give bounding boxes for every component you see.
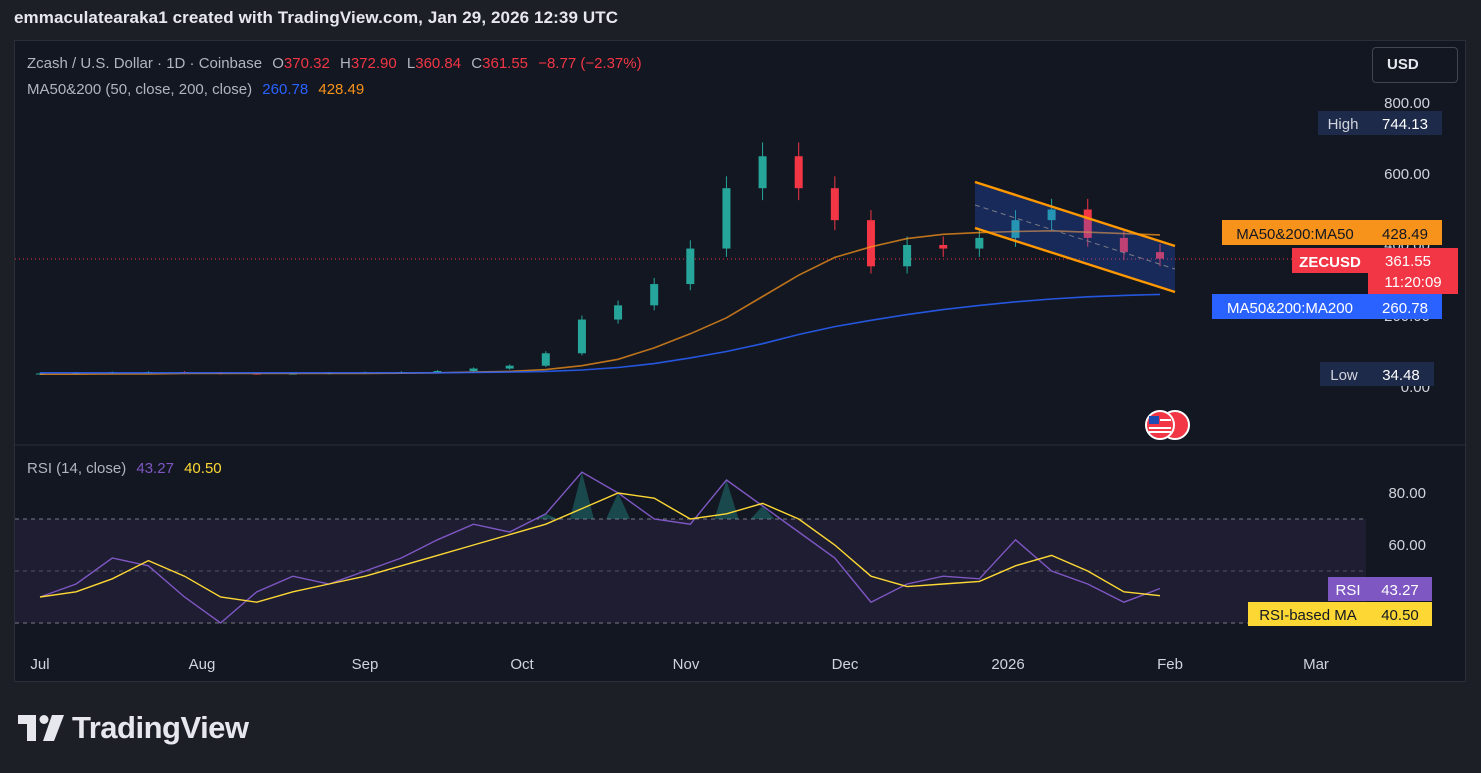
rsi-tick-label: 80.00 [1388,485,1426,502]
rsi-legend-label: RSI (14, close) [27,460,127,477]
currency-button[interactable]: USD [1372,47,1458,83]
tradingview-logo-text: TradingView [72,710,249,745]
candle-body [614,305,623,320]
price-badge: ZECUSD 361.55 11:20:09 [1292,248,1458,294]
time-tick-label: Feb [1157,656,1183,673]
us-event-flag-icon[interactable] [1145,410,1190,440]
high-value: 744.13 [1382,116,1428,133]
candle-body [1119,237,1128,253]
ma-legend[interactable]: MA50&200 (50, close, 200, close) 260.78 … [27,81,364,98]
candle-body [794,156,803,189]
rsi-legend[interactable]: RSI (14, close) 43.27 40.50 [27,460,222,477]
rsi-ma-value: 40.50 [1381,607,1419,624]
chart-credit: emmaculatearaka1 created with TradingVie… [14,8,619,27]
rsi-axis[interactable]: 80.00 60.00 [1388,485,1426,554]
time-tick-label: Dec [832,656,859,673]
channel-mid-line [974,204,1176,270]
rsi-tick-label: 60.00 [1388,537,1426,554]
low-value-legend: 360.84 [415,55,462,72]
price-tick-label: 600.00 [1384,166,1430,183]
rsi-legend-value: 43.27 [136,460,174,477]
ma200-badge: MA50&200:MA200 260.78 [1212,294,1442,319]
time-tick-label: Nov [673,656,700,673]
candle-body [939,245,948,249]
chart-frame[interactable] [14,40,1466,682]
time-tick-label: Jul [30,656,49,673]
ma200-legend-value: 428.49 [318,81,365,98]
time-axis[interactable]: Jul Aug Sep Oct Nov Dec 2026 Feb Mar [30,656,1329,673]
candle-body [1083,209,1092,238]
high-value-legend: 372.90 [350,55,397,72]
candle-body [1011,220,1020,238]
candle-body [975,237,984,249]
candle-body [1047,209,1056,221]
rsi-line [39,471,1161,624]
channel-fill [975,182,1175,292]
tradingview-logo: TradingView [18,710,249,746]
ma50-tag: MA50&200:MA50 [1236,226,1354,243]
price-tick-label: 800.00 [1384,95,1430,112]
time-tick-label: Oct [510,656,534,673]
candle-body [541,353,550,366]
channel-lower-line[interactable] [974,226,1176,294]
price-tag: ZECUSD [1299,254,1361,271]
low-tag: Low [1330,367,1358,384]
candle-body [505,365,514,369]
channel-upper-line[interactable] [974,180,1176,248]
candle-body [469,368,478,372]
candle-body [866,220,875,267]
candle-body [722,188,731,249]
low-label: L [406,55,416,72]
close-label: C [471,55,483,72]
symbol-legend[interactable]: Zcash / U.S. Dollar · 1D · Coinbase O370… [27,55,642,72]
rsi-badge: RSI 43.27 [1328,577,1432,601]
rsi-ma-legend-value: 40.50 [184,460,222,477]
ma200-line [40,293,1161,374]
rsi-tag: RSI [1335,582,1360,599]
rsi-value: 43.27 [1381,582,1419,599]
ma50-line [40,229,1161,375]
change-value: −8.77 (−2.37%) [538,55,642,72]
candle-body [686,248,695,285]
ma-legend-label: MA50&200 (50, close, 200, close) [27,81,253,98]
time-tick-label: 2026 [991,656,1024,673]
rsi-overbought-fill [533,472,775,519]
high-badge: High 744.13 [1318,111,1442,135]
rsi-ma-tag: RSI-based MA [1259,607,1357,624]
ma200-tag: MA50&200:MA200 [1227,300,1353,317]
symbol-title: Zcash / U.S. Dollar · 1D · Coinbase [27,55,263,72]
candle-body [650,284,659,306]
candle-body [433,371,442,373]
rsi-ma-line [39,492,1161,603]
time-tick-label: Sep [352,656,379,673]
open-label: O [272,55,284,72]
rsi-ma-badge: RSI-based MA 40.50 [1248,602,1432,626]
ma50-legend-value: 260.78 [262,81,309,98]
open-value: 370.32 [283,55,330,72]
time-tick-label: Mar [1303,656,1329,673]
candle-body [577,319,586,354]
candles-group [36,142,1164,375]
time-tick-label: Aug [189,656,216,673]
candle-body [903,245,912,267]
candle-body [758,156,767,189]
close-value: 361.55 [482,55,529,72]
price-value: 361.55 [1385,253,1431,270]
tradingview-logo-icon [18,715,64,741]
ma50-value: 428.49 [1382,226,1428,243]
high-label: H [339,55,351,72]
high-tag: High [1328,116,1359,133]
candle-body [830,188,839,221]
ma50-badge: MA50&200:MA50 428.49 [1222,220,1442,245]
ma200-value: 260.78 [1382,300,1428,317]
candle-body [1156,252,1164,259]
low-value: 34.48 [1382,367,1420,384]
price-countdown: 11:20:09 [1384,274,1441,291]
low-badge: Low 34.48 [1320,362,1434,386]
